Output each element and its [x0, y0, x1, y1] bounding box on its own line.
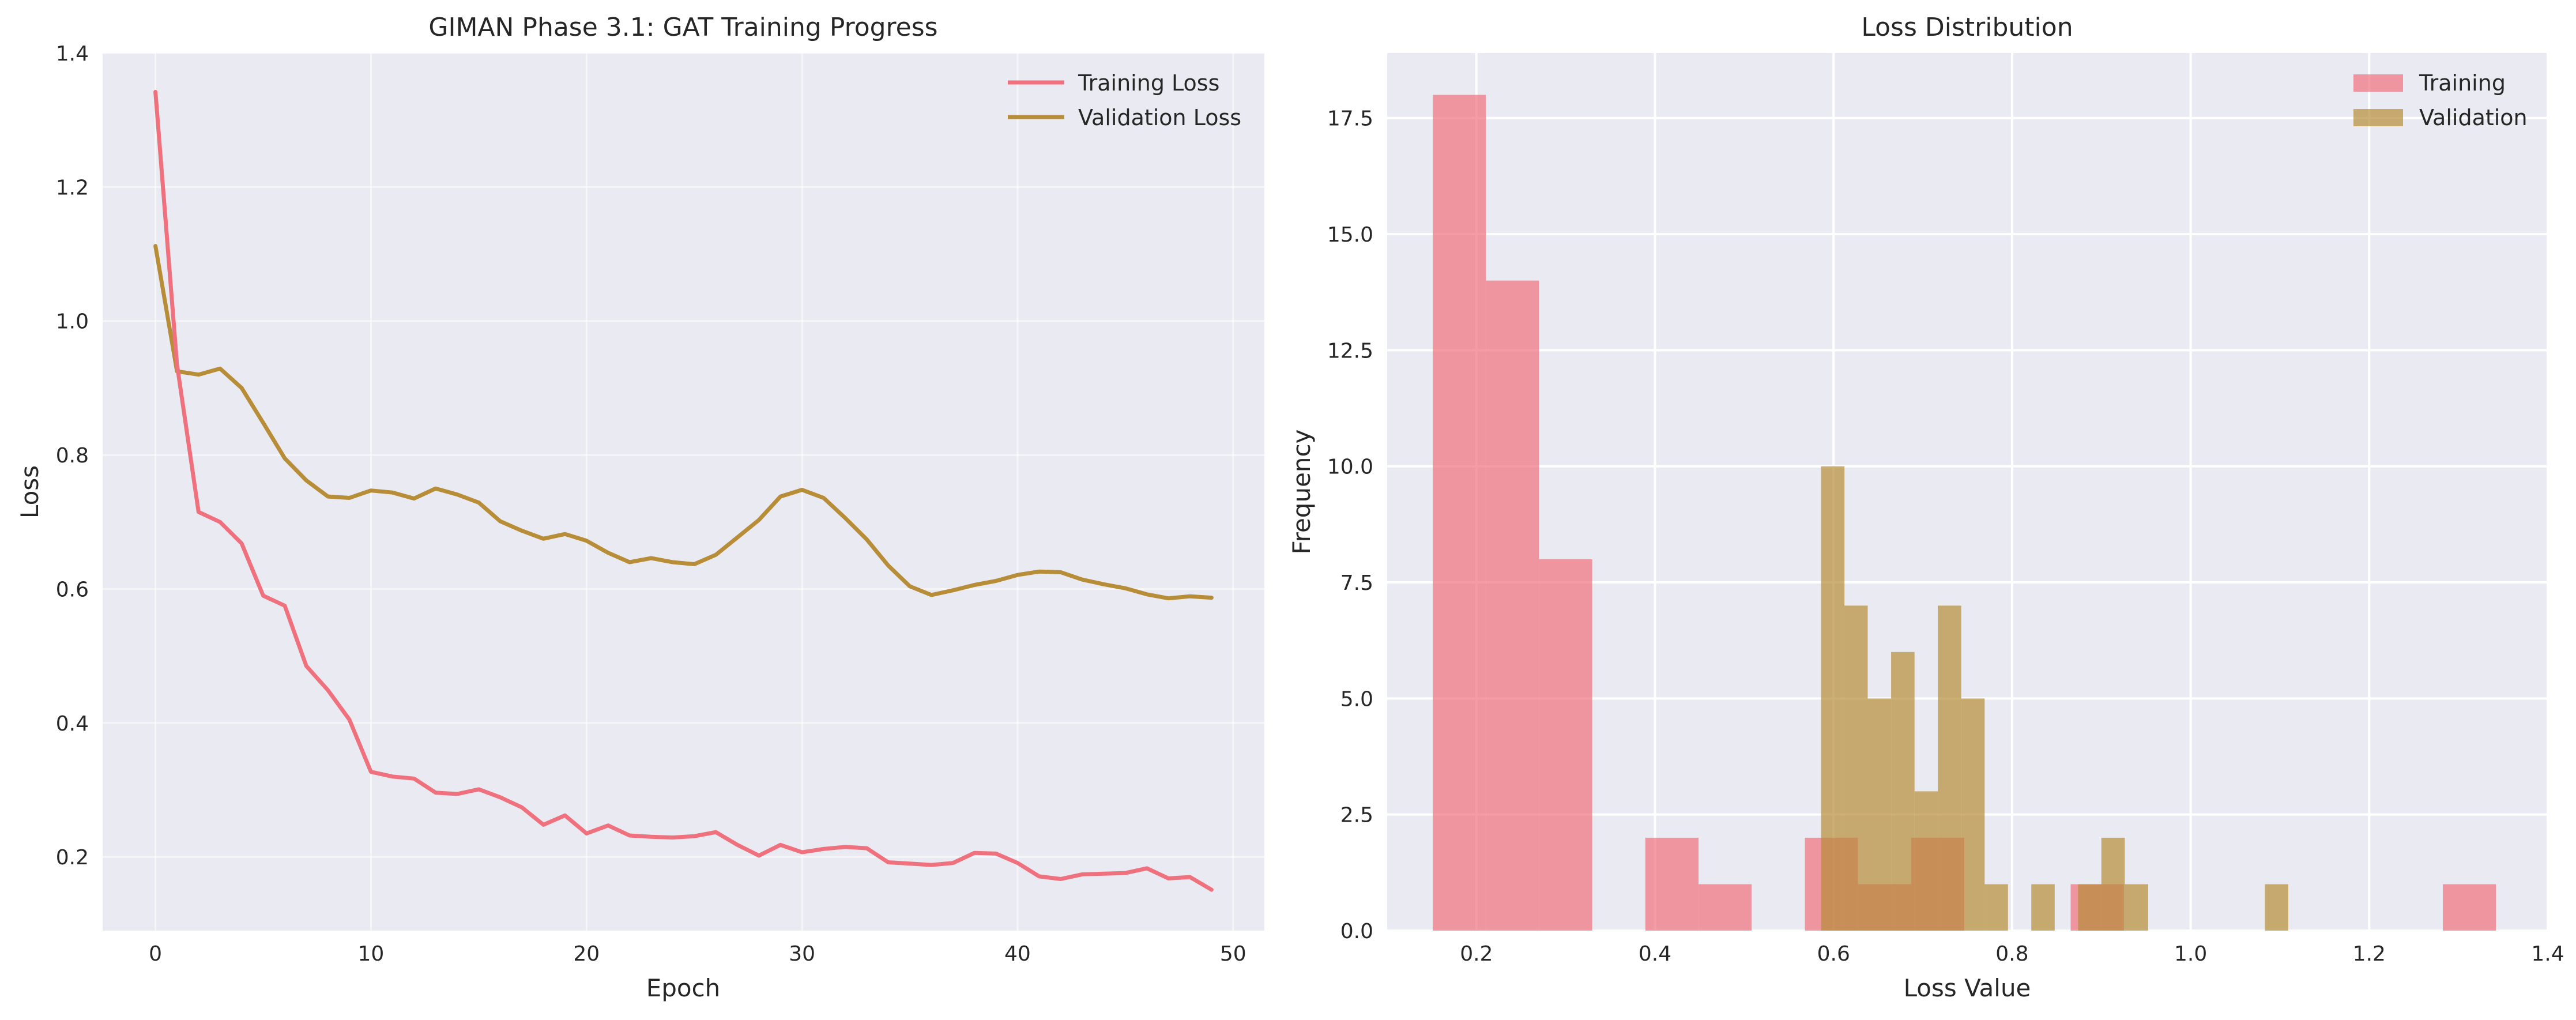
- x-tick-label: 50: [1220, 942, 1246, 966]
- training-progress-chart: 0 10 20 30 40 50 0.2 0.4 0.6 0.8 1.0 1.2 1.4 GIMAN …: [16, 13, 1264, 1002]
- histogram-bar-validation: [1844, 605, 1868, 931]
- y-tick-labels: 0.0 2.5 5.0 7.5 10.0 12.5 15.0 17.5: [1327, 107, 1373, 943]
- x-tick-label: 1.2: [2353, 942, 2386, 966]
- plot-area: [103, 53, 1264, 931]
- y-tick-label: 0.0: [1340, 920, 1373, 943]
- x-axis-label: Epoch: [646, 974, 721, 1002]
- histogram-bar-training: [2443, 884, 2496, 931]
- series-layer: [153, 89, 1214, 892]
- y-tick-label: 1.2: [56, 176, 89, 200]
- x-tick-labels: 0 10 20 30 40 50: [149, 942, 1246, 966]
- histogram-bar-validation: [1938, 605, 1961, 931]
- chart-title: GIMAN Phase 3.1: GAT Training Progress: [428, 13, 937, 42]
- y-axis-label: Loss: [16, 465, 44, 518]
- y-tick-label: 12.5: [1327, 339, 1373, 363]
- y-tick-label: 10.0: [1327, 456, 1373, 479]
- histogram-bar-validation: [2125, 884, 2148, 931]
- legend-swatch-validation: [2353, 109, 2403, 126]
- y-tick-label: 5.0: [1340, 687, 1373, 711]
- histogram-bar-training: [1539, 559, 1592, 931]
- histogram-bar-training: [1698, 884, 1752, 931]
- histogram-bar-validation: [2078, 884, 2102, 931]
- x-tick-label: 30: [789, 942, 815, 966]
- legend-label-validation-loss: Validation Loss: [1078, 105, 1241, 130]
- x-axis-label: Loss Value: [1904, 974, 2031, 1002]
- y-tick-label: 17.5: [1327, 107, 1373, 131]
- x-tick-label: 0: [149, 942, 162, 966]
- y-tick-labels: 0.2 0.4 0.6 0.8 1.0 1.2 1.4: [56, 42, 89, 870]
- legend: Training Loss Validation Loss: [1008, 70, 1241, 130]
- y-tick-label: 2.5: [1340, 804, 1373, 827]
- x-tick-label: 10: [358, 942, 385, 966]
- legend-label-training: Training: [2419, 70, 2506, 96]
- series-line-validation-loss: [153, 244, 1214, 601]
- histogram-bar-training: [1486, 280, 1539, 931]
- x-tick-label: 0.2: [1460, 942, 1493, 966]
- x-tick-label: 1.0: [2174, 942, 2207, 966]
- x-tick-label: 0.4: [1639, 942, 1671, 966]
- histogram-bar-validation: [1984, 884, 2008, 931]
- loss-distribution-chart: 0.2 0.4 0.6 0.8 1.0 1.2 1.4 0.0 2.5 5.0 7.5 10.0 12…: [1287, 13, 2564, 1002]
- x-tick-labels: 0.2 0.4 0.6 0.8 1.0 1.2 1.4: [1460, 942, 2564, 966]
- histogram-bar-validation: [1867, 698, 1892, 931]
- histogram-bar-training: [1645, 837, 1699, 931]
- y-tick-label: 0.6: [56, 578, 89, 601]
- chart-title: Loss Distribution: [1861, 13, 2073, 42]
- bars-layer: [1433, 95, 2496, 931]
- x-tick-label: 40: [1004, 942, 1031, 966]
- x-tick-label: 20: [573, 942, 600, 966]
- legend: Training Validation: [2353, 70, 2528, 130]
- series-line-training-loss: [153, 89, 1214, 892]
- x-tick-label: 0.6: [1817, 942, 1850, 966]
- histogram-bar-training: [1433, 95, 1486, 931]
- x-tick-label: 1.4: [2531, 942, 2564, 966]
- y-tick-label: 1.0: [56, 310, 89, 334]
- x-tick-label: 0.8: [1995, 942, 2028, 966]
- y-tick-label: 7.5: [1340, 571, 1373, 595]
- y-tick-label: 0.4: [56, 712, 89, 736]
- histogram-bar-validation: [1891, 652, 1915, 931]
- legend-label-training-loss: Training Loss: [1078, 70, 1219, 96]
- histogram-bar-validation: [2031, 884, 2055, 931]
- legend-swatch-training: [2353, 74, 2403, 92]
- legend-label-validation: Validation: [2419, 105, 2528, 130]
- y-tick-label: 1.4: [56, 42, 89, 66]
- histogram-bar-validation: [2101, 837, 2125, 931]
- y-axis-label: Frequency: [1287, 430, 1316, 555]
- y-tick-label: 0.2: [56, 846, 89, 870]
- histogram-bar-validation: [2265, 884, 2288, 931]
- histogram-bar-validation: [1914, 791, 1938, 931]
- histogram-bar-validation: [1821, 466, 1845, 931]
- y-tick-label: 15.0: [1327, 223, 1373, 247]
- histogram-bar-validation: [1961, 698, 1985, 931]
- y-tick-label: 0.8: [56, 444, 89, 468]
